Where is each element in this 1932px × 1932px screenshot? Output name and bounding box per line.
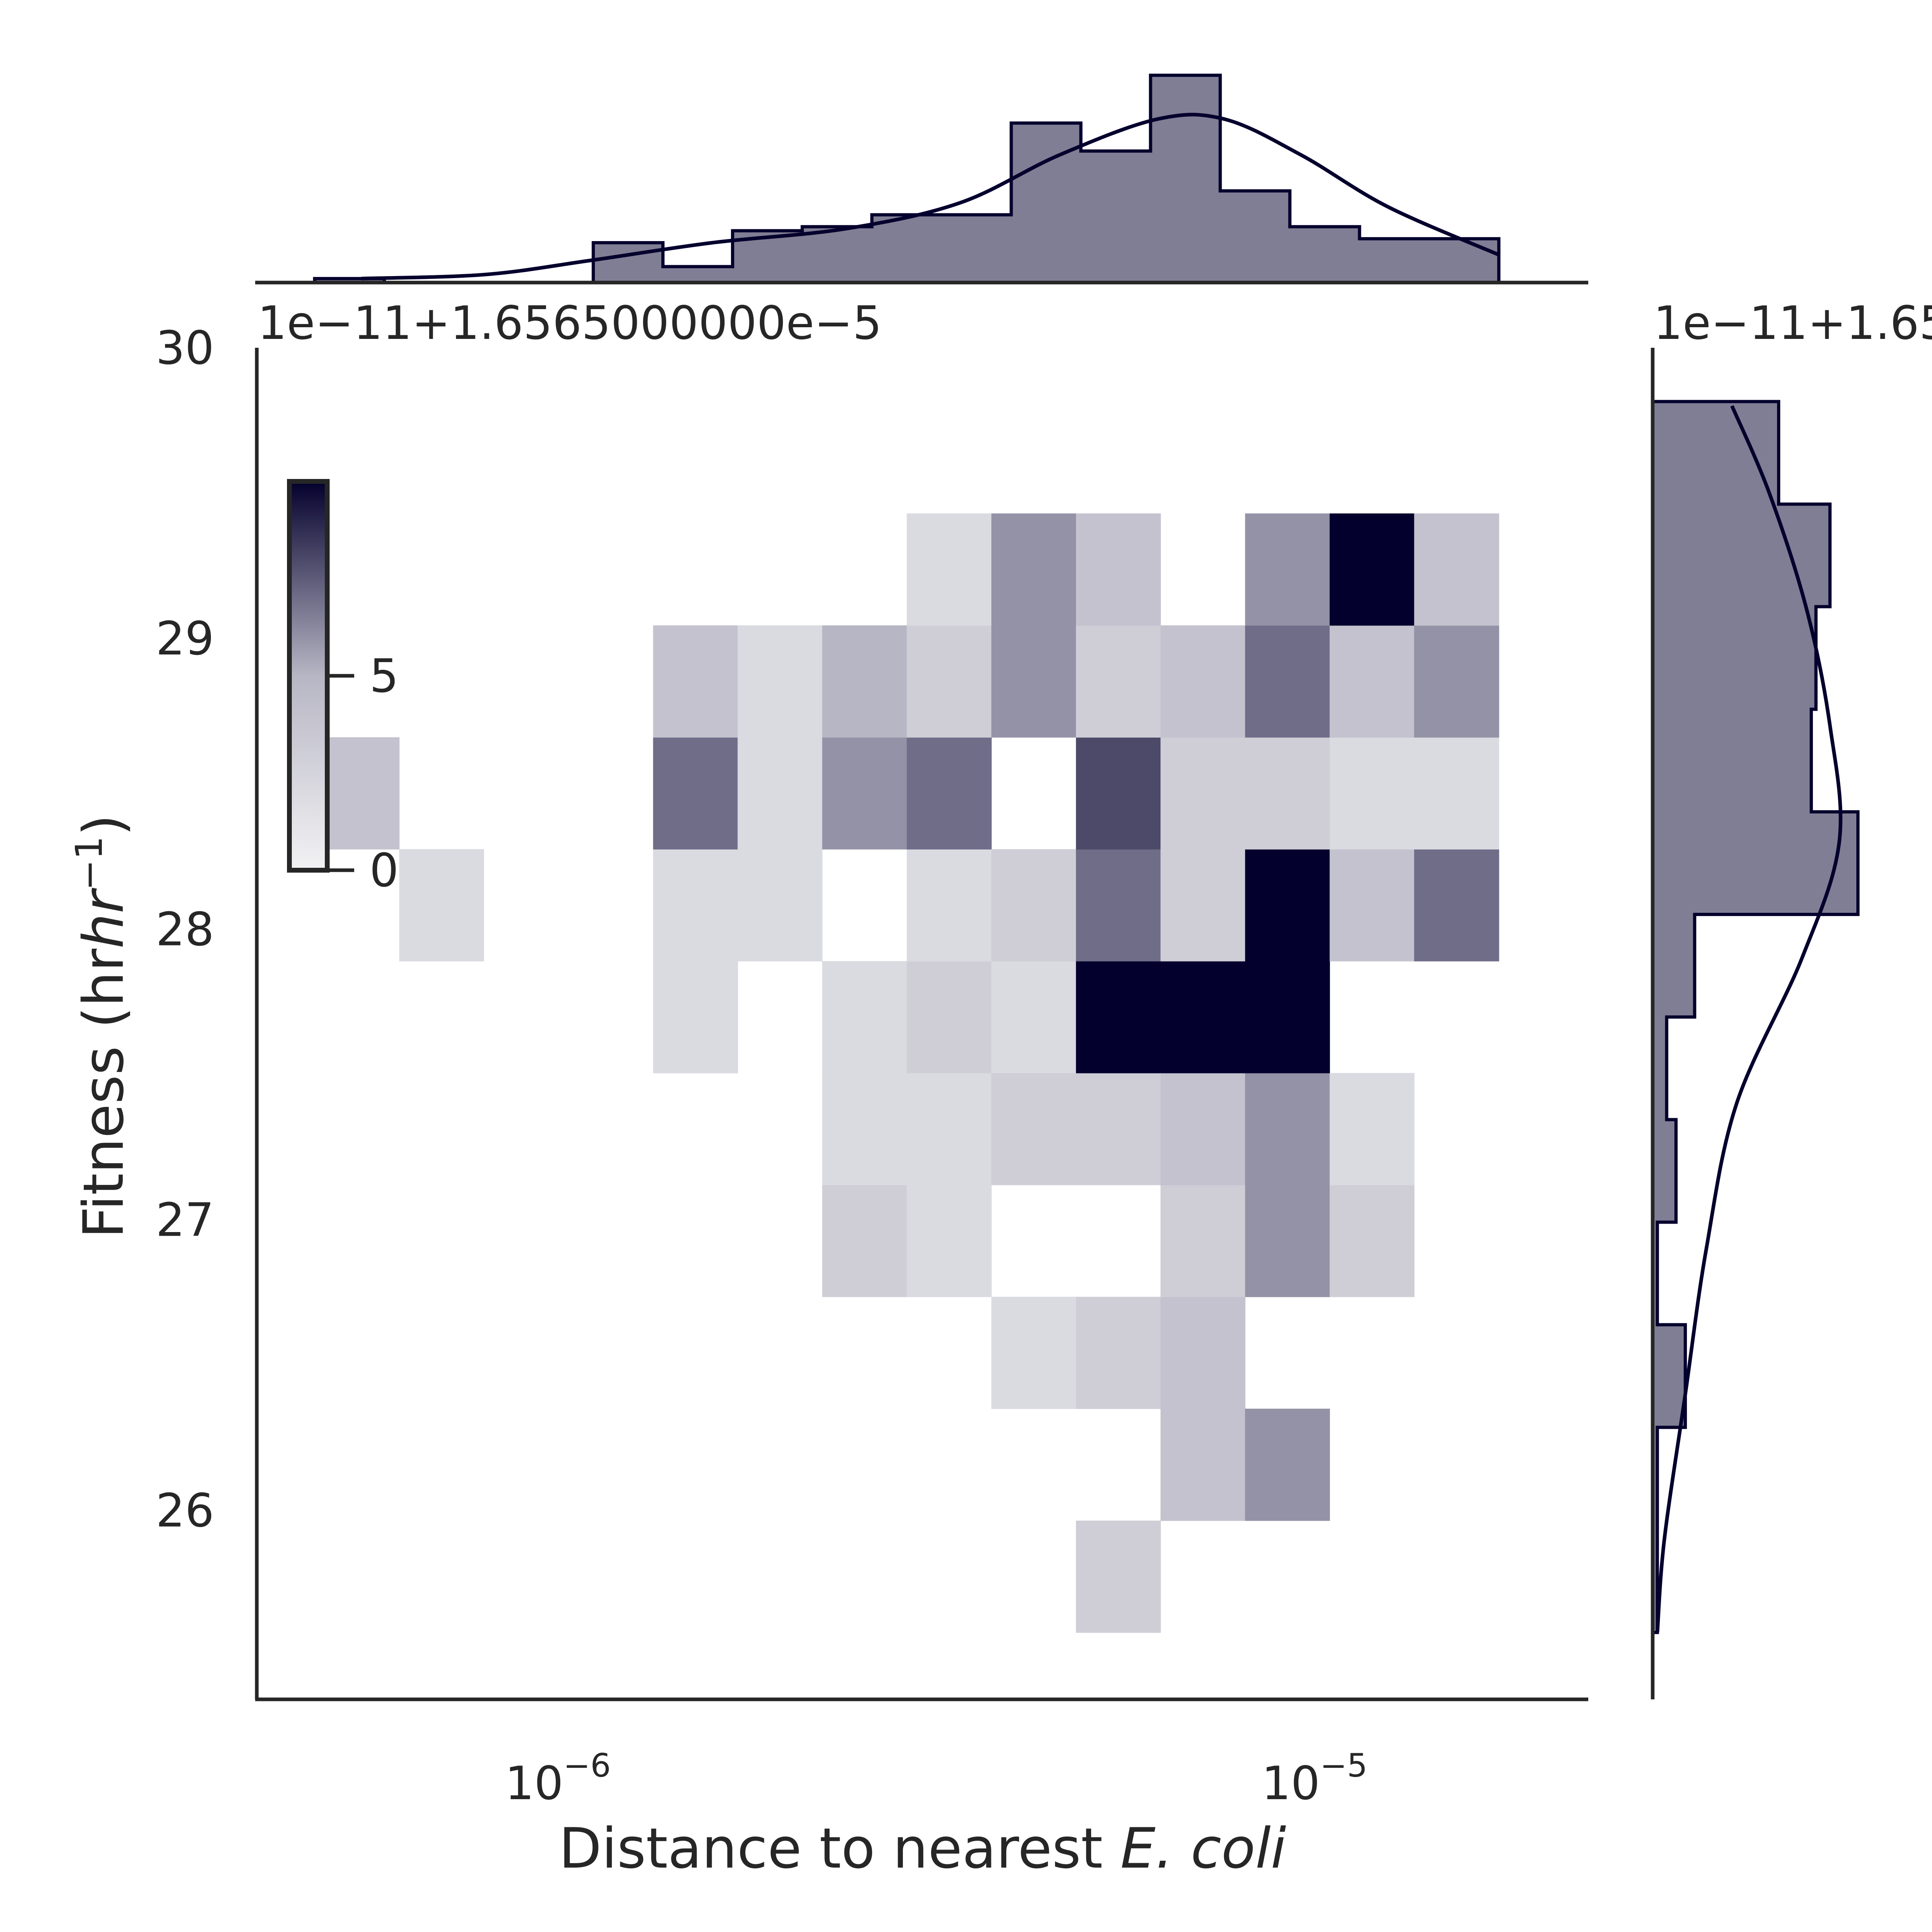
heatmap-cell xyxy=(1329,737,1415,850)
heatmap-cells xyxy=(314,513,1499,1633)
heatmap-cell xyxy=(906,961,992,1073)
y-tick-label: 28 xyxy=(156,902,214,956)
heatmap-cell xyxy=(1076,961,1161,1073)
top-hist-bars xyxy=(313,74,1501,284)
heatmap-cell xyxy=(991,849,1076,962)
y-tick-label: 30 xyxy=(156,321,214,375)
heatmap-cell xyxy=(1160,849,1246,962)
right-hist-bars xyxy=(1651,400,1860,1634)
heatmap-cell xyxy=(1160,1185,1246,1297)
top-offset-text: 1e−11+1.6565000000e−5 xyxy=(258,296,882,350)
heatmap-cell xyxy=(906,513,992,626)
heatmap-cell xyxy=(906,849,992,962)
y-tick-label: 27 xyxy=(156,1193,214,1247)
colorbar xyxy=(287,479,330,873)
heatmap-cell xyxy=(822,961,907,1073)
heatmap-cell xyxy=(653,961,738,1073)
heatmap-cell xyxy=(822,1073,907,1185)
heatmap-cell xyxy=(906,737,992,850)
y-tick-label: 29 xyxy=(156,612,214,665)
heatmap-cell xyxy=(906,1073,992,1185)
x-tick-labels: 10−6 10−5 xyxy=(505,1747,1368,1810)
top-marginal-histogram xyxy=(313,74,1501,284)
heatmap-cell xyxy=(1329,625,1415,738)
heatmap-cell xyxy=(1414,513,1499,626)
heatmap-cell xyxy=(653,737,738,850)
heatmap-cell xyxy=(906,625,992,738)
x-axis-label: Distance to nearest E. coli xyxy=(559,1816,1286,1881)
heatmap-cell xyxy=(1329,513,1415,626)
heatmap-cell xyxy=(653,849,738,962)
heatmap-cell xyxy=(991,513,1076,626)
heatmap-cell xyxy=(1076,625,1161,738)
heatmap-cell xyxy=(1076,849,1161,962)
heatmap-cell xyxy=(991,1296,1076,1409)
right-marginal-histogram xyxy=(1651,400,1860,1634)
heatmap-cell xyxy=(822,625,907,738)
heatmap-cell xyxy=(906,1185,992,1297)
heatmap-cell xyxy=(822,1185,907,1297)
heatmap-cell xyxy=(1245,961,1330,1073)
heatmap-cell xyxy=(1160,1296,1246,1409)
heatmap-cell xyxy=(1076,1073,1161,1185)
heatmap-cell xyxy=(1160,1073,1246,1185)
top-marginal-kde-curve xyxy=(361,113,1499,281)
heatmap-cell xyxy=(1245,849,1330,962)
heatmap-cell xyxy=(1076,1296,1161,1409)
heatmap-cell xyxy=(991,1073,1076,1185)
x-tick-label: 10−5 xyxy=(1262,1747,1368,1810)
heatmap-cell xyxy=(1414,849,1499,962)
heatmap-cell xyxy=(1076,1520,1161,1633)
heatmap-cell xyxy=(1160,1408,1246,1521)
heatmap-cell xyxy=(1245,1408,1330,1521)
heatmap-cell xyxy=(1160,961,1246,1073)
right-offset-text: 1e−11+1.65 xyxy=(1653,296,1932,350)
heatmap-cell xyxy=(1245,625,1330,738)
colorbar-tick-label: 5 xyxy=(369,649,399,703)
heatmap-cell xyxy=(1329,1073,1415,1185)
right-marginal-kde-curve xyxy=(1655,405,1843,1633)
heatmap-cell xyxy=(1076,513,1161,626)
heatmap-cell xyxy=(1160,737,1246,850)
heatmap-cell xyxy=(737,625,823,738)
y-tick-labels: 26 27 28 29 30 xyxy=(156,321,214,1538)
heatmap-cell xyxy=(737,737,823,850)
heatmap-cell xyxy=(822,737,907,850)
y-tick-label: 26 xyxy=(156,1484,214,1538)
heatmap-cell xyxy=(1329,1185,1415,1297)
heatmap-cell xyxy=(737,849,823,962)
heatmap-cell xyxy=(991,961,1076,1073)
heatmap-cell xyxy=(1245,1185,1330,1297)
heatmap-cell xyxy=(1414,625,1499,738)
heatmap-cell xyxy=(1245,513,1330,626)
heatmap-cell xyxy=(1329,849,1415,962)
heatmap-cell xyxy=(399,849,484,962)
y-axis-label: Fitness (hrhr−1) xyxy=(68,814,136,1238)
heatmap-cell xyxy=(991,625,1076,738)
heatmap-cell xyxy=(1076,737,1161,850)
heatmap-cell xyxy=(1245,1073,1330,1185)
heatmap-cell xyxy=(1160,625,1246,738)
heatmap-cell xyxy=(1414,737,1499,850)
heatmap-cell xyxy=(653,625,738,738)
heatmap-cell xyxy=(1245,737,1330,850)
x-tick-label: 10−6 xyxy=(505,1747,611,1810)
colorbar-ticks: 05 xyxy=(327,649,399,897)
colorbar-tick-label: 0 xyxy=(369,844,399,897)
